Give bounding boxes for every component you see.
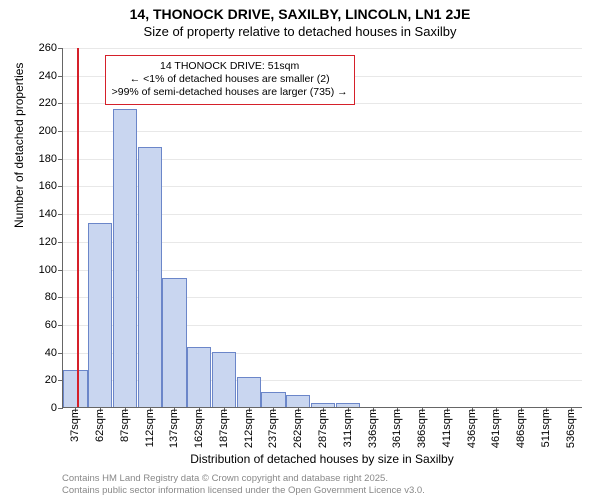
ytick-mark bbox=[58, 242, 63, 243]
ytick-label: 240 bbox=[39, 70, 57, 82]
footnote-line1: Contains HM Land Registry data © Crown c… bbox=[62, 473, 425, 484]
ytick-mark bbox=[58, 103, 63, 104]
annotation-line: 14 THONOCK DRIVE: 51sqm bbox=[112, 60, 348, 73]
ytick-label: 80 bbox=[45, 291, 57, 303]
ytick-mark bbox=[58, 131, 63, 132]
xtick-label: 262sqm bbox=[292, 409, 304, 448]
marker-line bbox=[77, 48, 79, 407]
xtick-label: 187sqm bbox=[218, 409, 230, 448]
xtick-label: 162sqm bbox=[193, 409, 205, 448]
ytick-label: 220 bbox=[39, 97, 57, 109]
xtick-label: 386sqm bbox=[416, 409, 428, 448]
ytick-mark bbox=[58, 214, 63, 215]
chart-subtitle: Size of property relative to detached ho… bbox=[0, 24, 600, 39]
xtick-label: 461sqm bbox=[490, 409, 502, 448]
histogram-bar bbox=[212, 352, 236, 407]
xtick-label: 112sqm bbox=[144, 409, 156, 447]
ytick-mark bbox=[58, 297, 63, 298]
ytick-mark bbox=[58, 186, 63, 187]
ytick-label: 180 bbox=[39, 153, 57, 165]
histogram-bar bbox=[237, 377, 261, 407]
ytick-label: 20 bbox=[45, 374, 57, 386]
xtick-label: 212sqm bbox=[243, 409, 255, 448]
histogram-bar bbox=[113, 109, 137, 407]
xtick-label: 37sqm bbox=[69, 409, 81, 442]
xtick-label: 411sqm bbox=[441, 409, 453, 447]
xtick-label: 311sqm bbox=[342, 409, 354, 447]
xtick-label: 486sqm bbox=[515, 409, 527, 448]
annotation-box: 14 THONOCK DRIVE: 51sqm← <1% of detached… bbox=[105, 55, 355, 104]
xtick-label: 87sqm bbox=[119, 409, 131, 442]
ytick-label: 120 bbox=[39, 236, 57, 248]
chart-title: 14, THONOCK DRIVE, SAXILBY, LINCOLN, LN1… bbox=[0, 6, 600, 22]
ytick-label: 100 bbox=[39, 264, 57, 276]
xtick-label: 137sqm bbox=[168, 409, 180, 448]
xtick-label: 336sqm bbox=[367, 409, 379, 448]
ytick-mark bbox=[58, 159, 63, 160]
gridline bbox=[63, 131, 582, 132]
ytick-label: 140 bbox=[39, 208, 57, 220]
ytick-label: 260 bbox=[39, 42, 57, 54]
xtick-label: 436sqm bbox=[466, 409, 478, 448]
chart-plot-area: 02040608010012014016018020022024026037sq… bbox=[62, 48, 582, 408]
ytick-label: 200 bbox=[39, 125, 57, 137]
xtick-label: 511sqm bbox=[540, 409, 552, 447]
xtick-label: 237sqm bbox=[267, 409, 279, 448]
ytick-mark bbox=[58, 48, 63, 49]
ytick-label: 160 bbox=[39, 180, 57, 192]
xtick-label: 536sqm bbox=[565, 409, 577, 448]
gridline bbox=[63, 48, 582, 49]
x-axis-label: Distribution of detached houses by size … bbox=[62, 452, 582, 466]
annotation-line: ← <1% of detached houses are smaller (2) bbox=[112, 73, 348, 86]
xtick-label: 287sqm bbox=[317, 409, 329, 448]
histogram-bar bbox=[138, 147, 162, 407]
xtick-label: 62sqm bbox=[94, 409, 106, 442]
histogram-bar bbox=[286, 395, 310, 407]
ytick-label: 0 bbox=[51, 402, 57, 414]
histogram-bar bbox=[261, 392, 285, 407]
histogram-bar bbox=[88, 223, 112, 407]
ytick-label: 60 bbox=[45, 319, 57, 331]
histogram-bar bbox=[187, 347, 211, 407]
annotation-line: >99% of semi-detached houses are larger … bbox=[112, 86, 348, 99]
ytick-mark bbox=[58, 408, 63, 409]
ytick-mark bbox=[58, 353, 63, 354]
footnote: Contains HM Land Registry data © Crown c… bbox=[62, 473, 425, 496]
ytick-mark bbox=[58, 76, 63, 77]
histogram-bar bbox=[162, 278, 186, 407]
ytick-mark bbox=[58, 270, 63, 271]
ytick-label: 40 bbox=[45, 347, 57, 359]
footnote-line2: Contains public sector information licen… bbox=[62, 485, 425, 496]
y-axis-label: Number of detached properties bbox=[12, 63, 26, 228]
ytick-mark bbox=[58, 325, 63, 326]
xtick-label: 361sqm bbox=[391, 409, 403, 448]
histogram-bar bbox=[63, 370, 87, 407]
